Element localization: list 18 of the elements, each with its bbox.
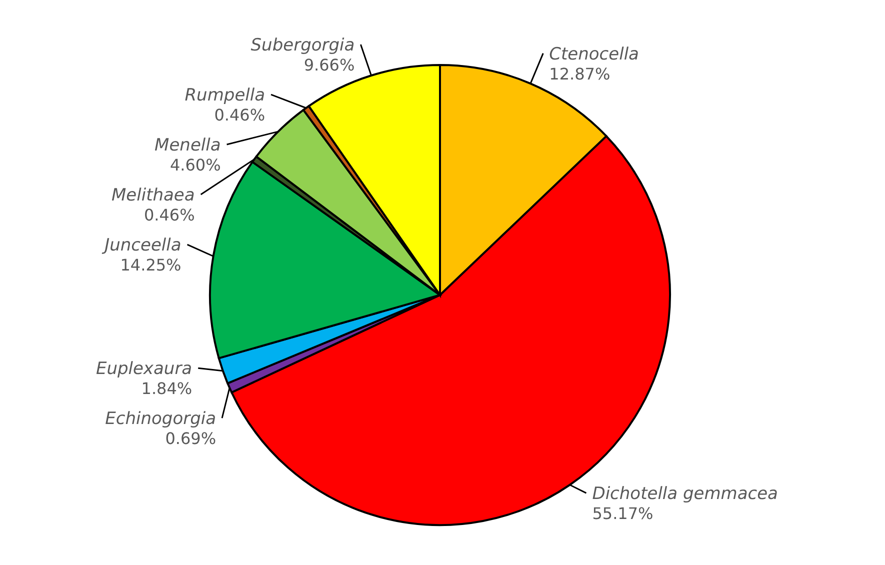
data-label: 4.60% [170, 156, 221, 175]
data-label: 14.25% [120, 256, 182, 275]
data-label: 1.84% [141, 379, 192, 398]
data-label: 0.46% [144, 206, 195, 225]
slice-label: Junceella [102, 236, 182, 256]
data-label: 12.87% [549, 64, 610, 84]
data-label: 0.69% [165, 429, 216, 448]
slice-label: Rumpella [184, 86, 266, 106]
slice-label: Euplexaura [96, 359, 192, 380]
slice-label: Ctenocella [549, 44, 639, 64]
slice-label: Melithaea [111, 186, 195, 206]
slice-label: Dichotella gemmacea [592, 484, 778, 504]
slice-label: Subergorgia [250, 36, 355, 56]
slice-label: Menella [154, 136, 221, 156]
slice-label: Echinogorgia [105, 409, 216, 430]
data-label: 9.66% [304, 56, 355, 75]
data-label: 0.46% [214, 106, 266, 125]
data-label: 55.17% [592, 504, 654, 524]
